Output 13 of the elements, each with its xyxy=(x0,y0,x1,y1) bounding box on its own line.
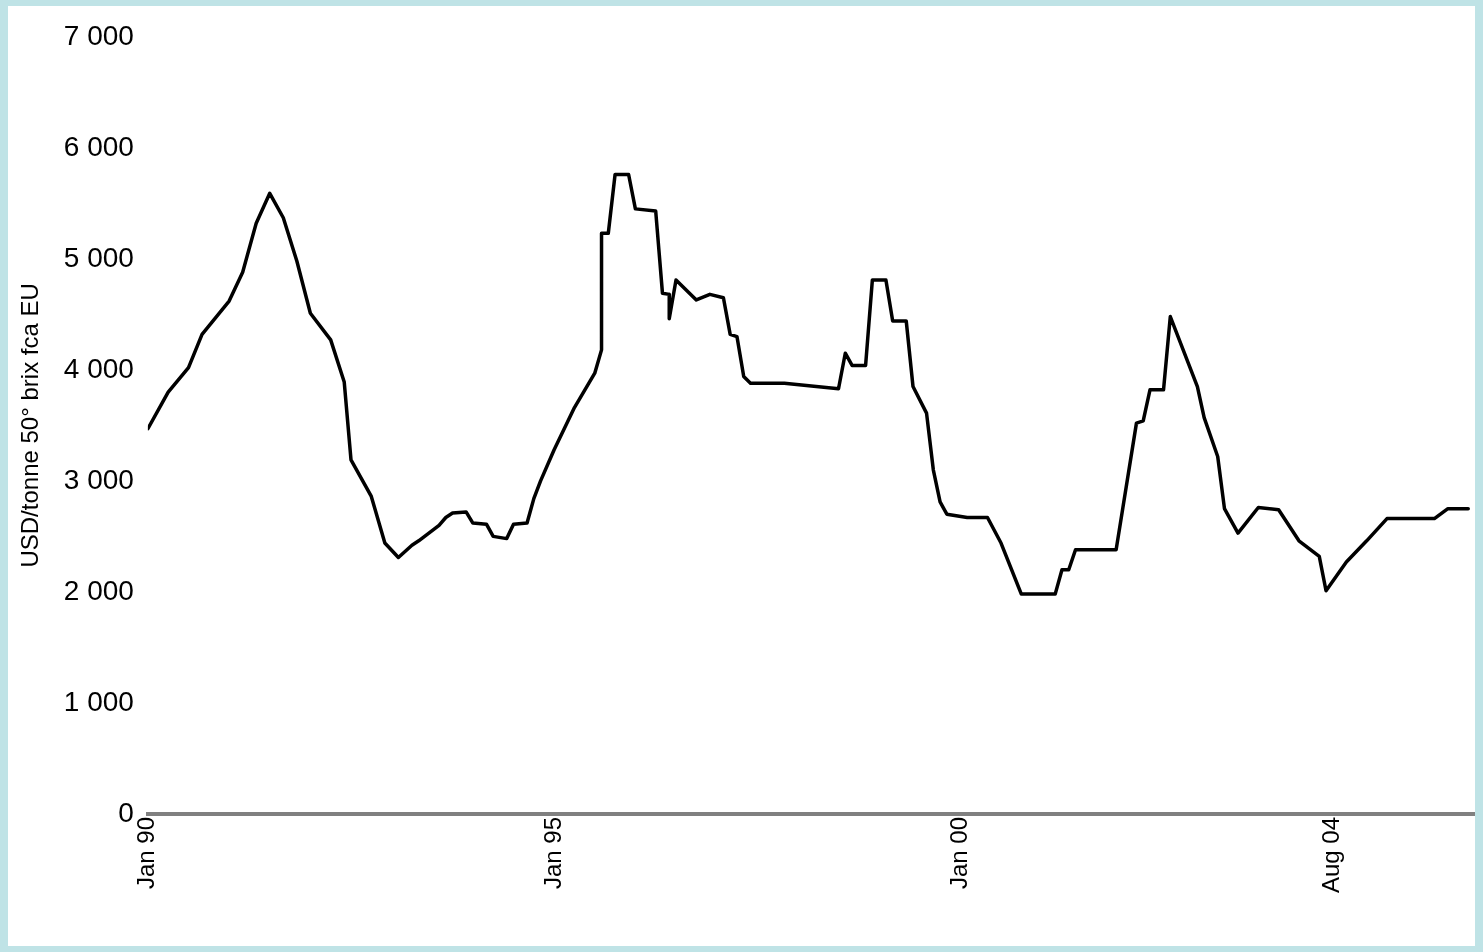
x-tick-label: Jan 95 xyxy=(538,816,566,889)
y-tick-label: 3 000 xyxy=(63,463,134,495)
x-tick-label: Jan 90 xyxy=(132,816,160,889)
y-tick-label: 6 000 xyxy=(63,130,134,162)
y-axis-title: USD/tonne 50° brix fca EU xyxy=(16,283,44,568)
x-tick-label: Aug 04 xyxy=(1317,816,1345,894)
y-tick-label: 1 000 xyxy=(63,685,134,717)
y-tick-label: 4 000 xyxy=(63,352,134,384)
y-tick-label: 0 xyxy=(118,796,134,828)
y-tick-label: 7 000 xyxy=(63,19,134,51)
x-tick-label: Jan 00 xyxy=(945,816,973,889)
y-tick-label: 5 000 xyxy=(63,241,134,273)
y-tick-label: 2 000 xyxy=(63,574,134,606)
